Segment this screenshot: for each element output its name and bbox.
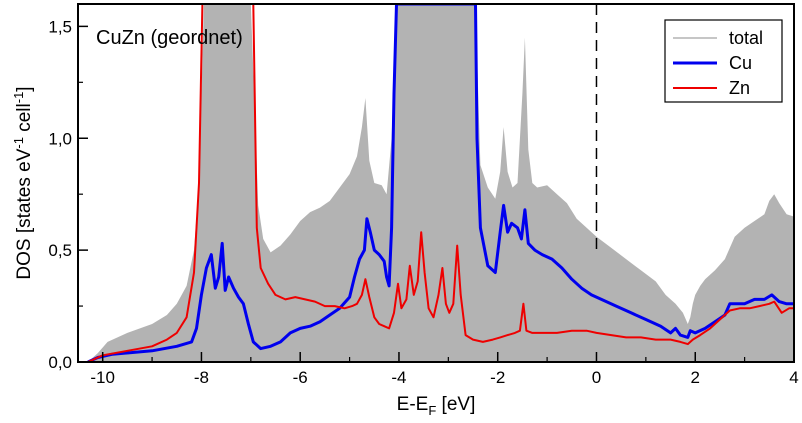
x-tick-label: 0 xyxy=(592,368,601,387)
series-layer xyxy=(87,4,794,362)
y-tick-label: 0,5 xyxy=(48,241,72,260)
x-tick-label: 4 xyxy=(789,368,798,387)
x-tick-label: -6 xyxy=(293,368,308,387)
legend-box xyxy=(664,19,783,103)
x-tick-label: -2 xyxy=(490,368,505,387)
y-tick-label: 0,0 xyxy=(48,353,72,372)
chart-annotation: CuZn (geordnet) xyxy=(96,27,243,49)
series-total-area xyxy=(87,4,794,362)
x-tick-label: -8 xyxy=(194,368,209,387)
x-axis-title: E-EF [eV] xyxy=(397,394,476,418)
legend-label-Cu: Cu xyxy=(729,53,752,73)
y-tick-label: 1,5 xyxy=(48,17,72,36)
x-tick-label: -10 xyxy=(90,368,115,387)
legend: total Cu Zn xyxy=(664,19,783,103)
y-axis-title: DOS [states eV-1 cell-1] xyxy=(11,86,35,279)
x-tick-label: -4 xyxy=(391,368,406,387)
series-Cu-line xyxy=(87,4,794,362)
series-Zn-line xyxy=(87,4,794,362)
plot-frame xyxy=(77,3,795,363)
tick-layer: -10 -8 -6 -4 -2 0 2 4 0,0 0,5 1,0 1,5 xyxy=(48,17,798,387)
y-tick-label: 1,0 xyxy=(48,129,72,148)
legend-label-total: total xyxy=(729,28,763,48)
legend-label-Zn: Zn xyxy=(729,78,750,98)
x-tick-label: 2 xyxy=(691,368,700,387)
legend-items: total Cu Zn xyxy=(673,28,763,98)
